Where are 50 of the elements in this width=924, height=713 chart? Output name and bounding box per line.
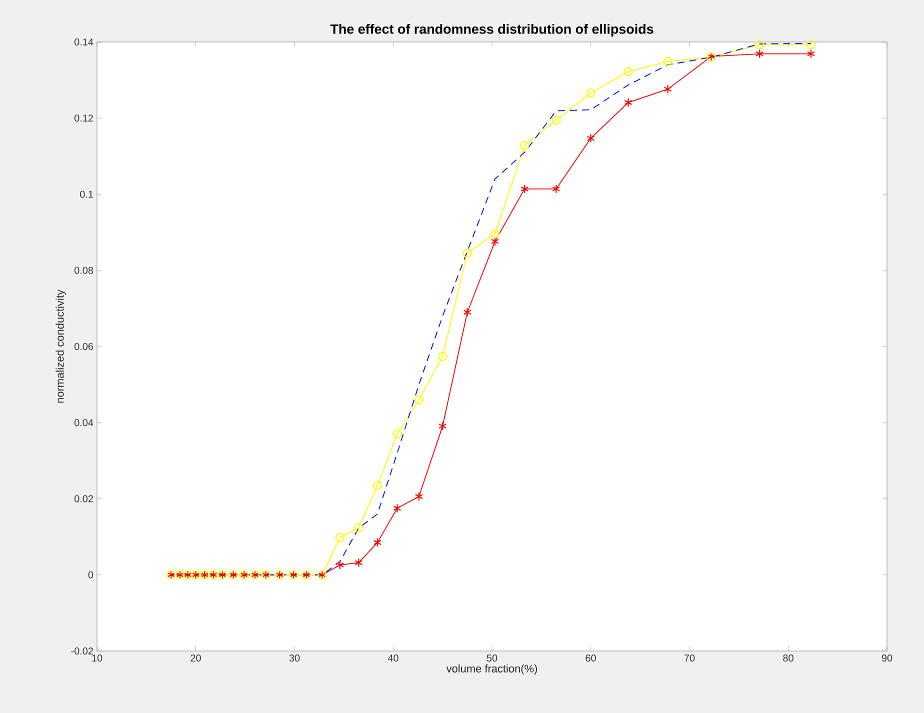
x-tick-label: 30 <box>289 654 300 662</box>
point <box>462 248 472 258</box>
point <box>756 49 764 58</box>
x-axis-title: volume fraction(%) <box>446 664 537 675</box>
x-tick-label: 10 <box>92 654 102 662</box>
y-tick-label: 0.14 <box>74 38 94 46</box>
point <box>414 395 424 404</box>
point <box>392 429 402 439</box>
y-tick-label: 0.02 <box>74 495 93 502</box>
x-tick-label: 70 <box>684 654 695 662</box>
point <box>463 308 472 317</box>
point <box>490 229 500 238</box>
y-tick-label: 0.08 <box>74 266 94 274</box>
point <box>755 40 764 50</box>
x-tick-label: 50 <box>486 654 498 662</box>
y-axis-title: normalized conductivity <box>56 290 66 403</box>
point <box>664 84 672 94</box>
point <box>354 558 363 568</box>
y-tick-label: 0.12 <box>74 114 93 122</box>
chart-title: The effect of randomness distribution of ellipsoids <box>330 24 654 36</box>
point <box>624 67 633 76</box>
point <box>586 134 595 143</box>
point <box>438 421 447 431</box>
point <box>520 140 530 150</box>
point <box>393 504 402 513</box>
point <box>586 88 596 98</box>
point <box>520 184 529 194</box>
point <box>552 184 560 194</box>
point <box>414 492 423 502</box>
x-tick-label: 60 <box>586 654 596 662</box>
point <box>806 40 816 50</box>
point <box>663 56 672 66</box>
y-tick-label: 0.06 <box>74 342 94 350</box>
y-tick-label: -0.02 <box>71 647 93 655</box>
x-tick-label: 20 <box>190 654 201 662</box>
x-tick-label: 40 <box>388 654 398 662</box>
point <box>373 538 382 548</box>
x-tick-label: 80 <box>783 654 794 662</box>
point <box>335 533 344 542</box>
point <box>336 560 344 570</box>
y-tick-label: 0 <box>88 571 94 578</box>
point <box>438 352 448 361</box>
point <box>354 523 364 532</box>
point <box>552 115 561 125</box>
point <box>372 480 382 490</box>
x-tick-label: 90 <box>882 654 892 662</box>
y-tick-label: 0.04 <box>74 419 94 426</box>
y-tick-label: 0.1 <box>80 190 93 198</box>
point <box>806 49 815 58</box>
point <box>624 98 632 108</box>
